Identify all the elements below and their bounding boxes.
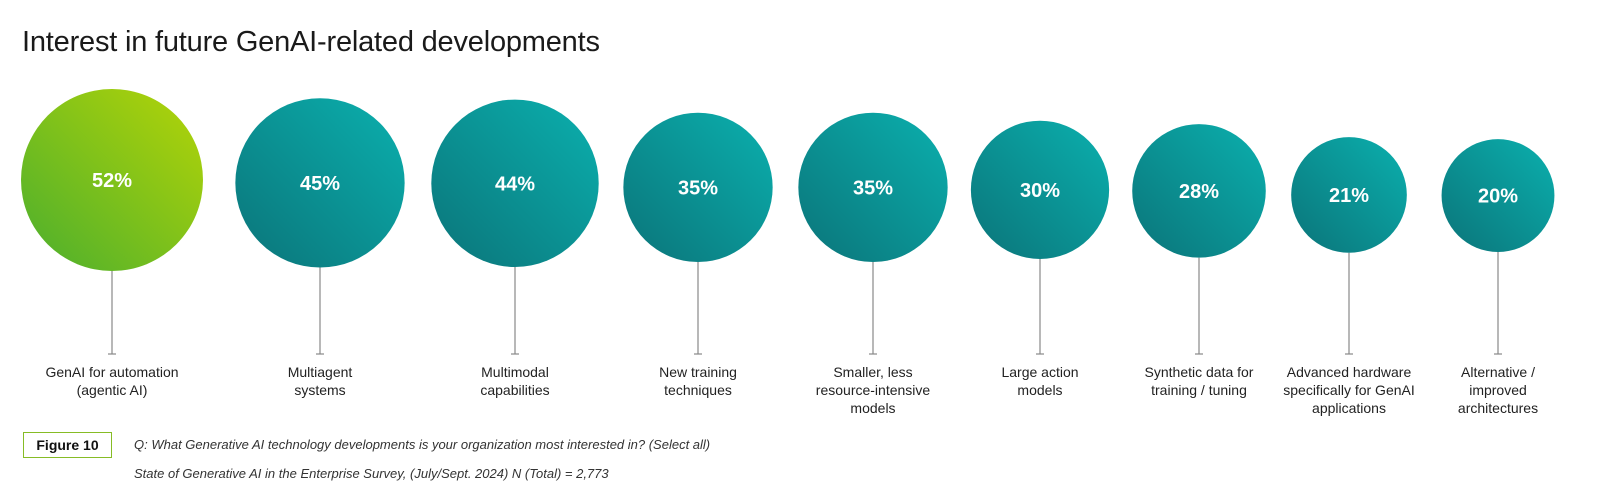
bubble-chart: 52% 45% 44% 35% 35% 30% 28% 21% 20% bbox=[21, 89, 1555, 355]
value-label: 28% bbox=[1179, 181, 1219, 203]
category-label: Multiagent systems bbox=[287, 364, 353, 398]
category-label: Large action models bbox=[1001, 364, 1079, 398]
category-label: New training techniques bbox=[659, 364, 737, 398]
bubble-5 bbox=[798, 112, 948, 263]
category-label: Alternative / improved architectures bbox=[1457, 364, 1539, 416]
bubble-7 bbox=[1132, 124, 1266, 258]
survey-source: State of Generative AI in the Enterprise… bbox=[134, 466, 609, 481]
chart-title: Interest in future GenAI-related develop… bbox=[22, 26, 600, 58]
bubble-3 bbox=[431, 99, 599, 267]
category-label: Multimodal capabilities bbox=[480, 364, 550, 398]
category-label: GenAI for automation (agentic AI) bbox=[45, 364, 179, 398]
value-label: 20% bbox=[1478, 186, 1518, 208]
bubble-8 bbox=[1291, 137, 1407, 253]
bubble-6 bbox=[970, 120, 1110, 259]
value-label: 21% bbox=[1329, 185, 1369, 207]
value-label: 35% bbox=[678, 177, 718, 199]
value-label: 45% bbox=[300, 173, 340, 195]
bubble-1 bbox=[21, 89, 203, 271]
value-label: 35% bbox=[853, 177, 893, 199]
value-label: 44% bbox=[495, 173, 535, 195]
bubble-2 bbox=[235, 98, 405, 268]
category-label: Synthetic data for training / tuning bbox=[1144, 364, 1254, 398]
value-label: 52% bbox=[92, 170, 132, 192]
value-label: 30% bbox=[1020, 180, 1060, 202]
bubble-9 bbox=[1441, 139, 1555, 252]
category-label: Advanced hardware specifically for GenAI… bbox=[1283, 364, 1415, 416]
category-label: Smaller, less resource-intensive models bbox=[815, 364, 931, 416]
figure-label: Figure 10 bbox=[23, 432, 112, 458]
survey-question: Q: What Generative AI technology develop… bbox=[134, 437, 711, 452]
bubble-4 bbox=[623, 112, 773, 263]
